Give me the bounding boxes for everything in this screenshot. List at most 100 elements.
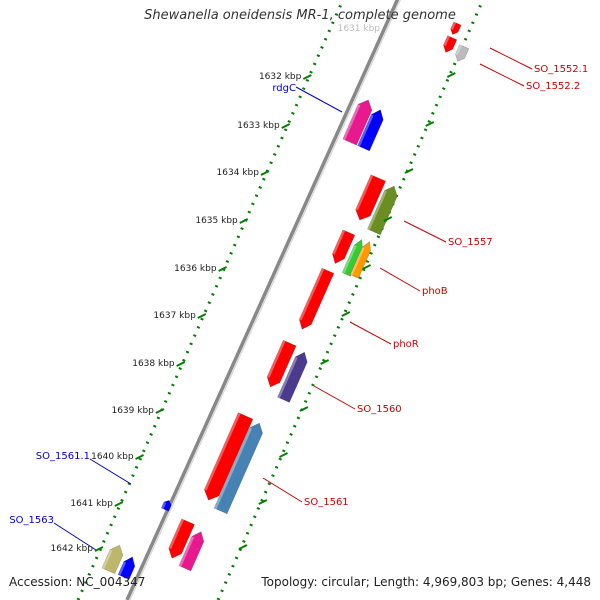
tick-mark-right-8: [279, 452, 289, 458]
tick-label: 1633 kbp: [237, 121, 280, 131]
tick-mark-right-3: [383, 216, 393, 222]
gene-label-forward: SO_1563: [9, 515, 54, 526]
tick-mark-right-2: [404, 168, 414, 174]
genome-title: Shewanella oneidensis MR-1, complete gen…: [144, 8, 456, 23]
gene-bevel-5: [355, 174, 374, 211]
gene-feature-4: [450, 21, 462, 35]
backbone: [125, 0, 401, 600]
gene-feature-17: [178, 531, 205, 572]
gene-feature-2: [443, 35, 458, 53]
tick-label: 1632 kbp: [259, 72, 302, 82]
gene-feature-3: [455, 44, 470, 62]
tick-mark-left-6: [176, 361, 186, 367]
gene-label-reverse: SO_1552.1: [534, 64, 588, 75]
gene-feature-11: [266, 339, 297, 388]
tick-mark-right-5: [341, 311, 351, 317]
gene-bevel-11: [267, 340, 286, 378]
gene-feature-0: [342, 99, 373, 146]
tick-mark-left-0: [302, 74, 312, 80]
gene-feature-16: [168, 518, 195, 559]
tick-mark-right-10: [238, 544, 248, 550]
tick-label: 1635 kbp: [195, 216, 238, 226]
tick-mark-right-9: [258, 499, 268, 505]
gene-feature-12: [277, 351, 308, 403]
leader-reverse-1: [479, 63, 525, 87]
tick-mark-left-4: [218, 266, 228, 272]
gene-bevel-9: [350, 247, 365, 276]
gene-bevel-10: [299, 268, 325, 321]
gene-bevel-17: [178, 536, 195, 567]
tick-mark-right-0: [446, 72, 456, 78]
gene-features: [101, 21, 470, 580]
gene-labels: rdgC SO_1561.1 SO_1563 SO_1552.1 SO_1552.2 SO…: [9, 64, 588, 526]
gene-feature-14: [213, 422, 263, 515]
left-dotted-line: [76, 0, 345, 600]
leader-forward-1: [89, 458, 132, 485]
gene-bevel-2: [443, 35, 450, 47]
accession-text: Accession: NC_004347: [9, 575, 146, 589]
tick-mark-left-10: [94, 546, 104, 552]
leader-reverse-0: [489, 47, 533, 70]
gene-bevel-13: [204, 412, 241, 491]
tick-mark-right-4: [362, 264, 372, 270]
leader-reverse-6: [262, 477, 303, 503]
tick-label-clipped: 1631 kbp: [338, 24, 381, 34]
gene-bevel-14: [214, 427, 253, 510]
tick-mark-left-5: [197, 313, 207, 319]
gene-feature-9: [349, 241, 371, 279]
gene-feature-18: [101, 544, 124, 575]
tick-mark-right-1: [425, 121, 435, 127]
gene-label-reverse: SO_1561: [304, 497, 349, 508]
gene-bevel-6: [367, 190, 387, 231]
gene-feature-13: [204, 412, 254, 501]
tick-mark-right-7: [299, 406, 309, 412]
topology-text: Topology: circular; Length: 4,969,803 bp…: [261, 575, 591, 589]
leader-forward-0: [295, 86, 343, 113]
gene-feature-5: [355, 174, 387, 221]
gene-bevel-12: [277, 356, 298, 399]
leader-reverse-5: [313, 385, 356, 410]
tick-label: 1637 kbp: [153, 311, 196, 321]
kbp-ticks: 1632 kbp 1633 kbp 1634 kbp 1635 kbp 1636 kbp…: [51, 24, 456, 554]
gene-bevel-19: [118, 561, 127, 576]
gene-label-reverse: phoR: [393, 339, 419, 350]
label-leader-lines: [53, 47, 533, 551]
gene-feature-19: [117, 556, 136, 580]
gene-feature-15: [160, 500, 172, 512]
gene-feature-6: [367, 185, 398, 236]
dotted-ruler-lines: [76, 0, 485, 600]
gene-label-reverse: SO_1560: [357, 404, 402, 415]
tick-mark-left-8: [135, 454, 145, 460]
gene-feature-8: [341, 239, 363, 277]
leader-reverse-2: [403, 220, 447, 243]
gene-bevel-18: [101, 549, 113, 569]
gene-bevel-1: [357, 114, 374, 147]
tick-mark-left-1: [281, 123, 291, 129]
tick-label: 1638 kbp: [132, 359, 175, 369]
tick-mark-left-3: [239, 218, 249, 224]
tick-label: 1640 kbp: [91, 452, 134, 462]
gene-bevel-7: [332, 229, 346, 255]
gene-label-forward: SO_1561.1: [36, 451, 90, 462]
gene-label-reverse: SO_1552.2: [526, 81, 580, 92]
tick-label: 1642 kbp: [51, 544, 94, 554]
gene-label-reverse: phoB: [422, 286, 448, 297]
gene-label-reverse: SO_1557: [448, 237, 493, 248]
gene-bevel-3: [455, 44, 462, 56]
gene-feature-10: [299, 267, 335, 330]
tick-label: 1636 kbp: [174, 264, 217, 274]
tick-label: 1639 kbp: [111, 406, 154, 416]
right-dotted-line: [216, 0, 485, 600]
gene-feature-1: [357, 109, 384, 152]
tick-mark-left-7: [155, 408, 165, 414]
gene-bevel-16: [168, 518, 184, 550]
gene-label-forward: rdgC: [272, 83, 296, 94]
backbone-highlight: [129, 0, 401, 600]
tick-label: 1634 kbp: [217, 168, 260, 178]
tick-mark-left-9: [114, 501, 124, 507]
gene-bevel-4: [450, 21, 457, 31]
tick-mark-left-2: [260, 170, 270, 176]
gene-bevel-15: [161, 502, 167, 509]
